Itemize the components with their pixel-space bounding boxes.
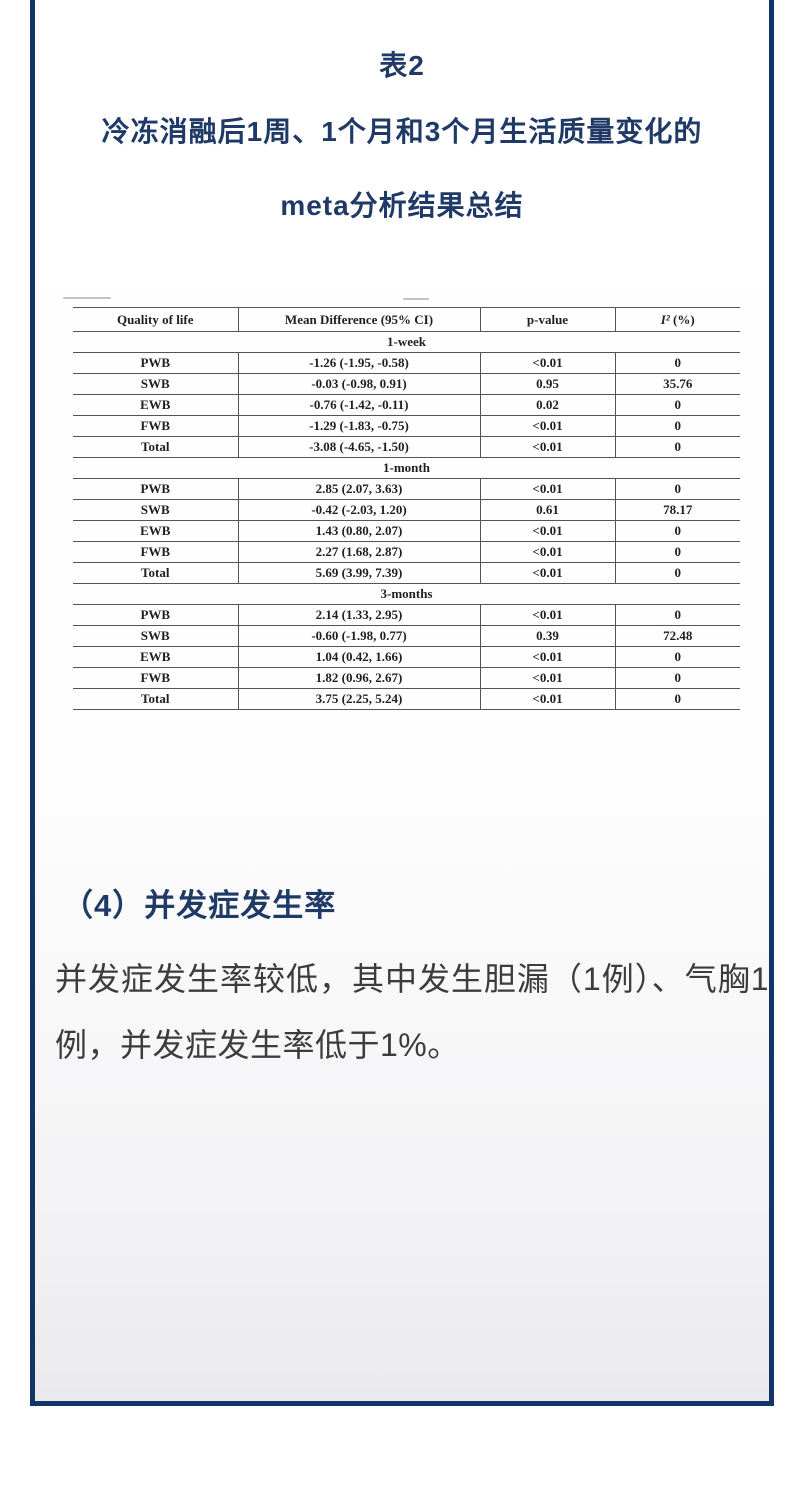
section4-paragraph: 并发症发生率较低，其中发生胆漏（1例）、气胸1例，并发症发生率低于1%。 [55, 961, 769, 1063]
table-cell: 0 [614, 394, 740, 416]
table-row: SWB -0.60 (-1.98, 0.77) 0.39 72.48 [73, 625, 740, 647]
table-cell: 0 [614, 436, 740, 458]
table-cell: 0.02 [479, 394, 615, 416]
table-cell: <0.01 [479, 688, 615, 710]
table-cell: FWB [73, 667, 238, 689]
table-row: SWB -0.03 (-0.98, 0.91) 0.95 35.76 [73, 373, 740, 395]
table-cell: 0.61 [479, 499, 615, 521]
table-cell: 0 [614, 478, 740, 500]
table-cell: <0.01 [479, 352, 615, 374]
table-row: SWB -0.42 (-2.03, 1.20) 0.61 78.17 [73, 499, 740, 521]
table-section-row: 1-month [73, 457, 740, 479]
table-cell: 2.27 (1.68, 2.87) [237, 541, 480, 563]
table-row: Total 3.75 (2.25, 5.24) <0.01 0 [73, 688, 740, 710]
table-cell: EWB [73, 520, 238, 542]
table2-caption-line2: 冷冻消融后1周、1个月和3个月生活质量变化的 [101, 116, 703, 147]
table-cell: 1.82 (0.96, 2.67) [237, 667, 480, 689]
table-cell: FWB [73, 415, 238, 437]
table-cell: PWB [73, 478, 238, 500]
section4-heading: （4）并发症发生率 [62, 888, 337, 923]
table-cell: 0 [614, 646, 740, 668]
table-row: EWB -0.76 (-1.42, -0.11) 0.02 0 [73, 394, 740, 416]
table-cell: PWB [73, 352, 238, 374]
table-cell: Total [73, 436, 238, 458]
table-cell: -1.29 (-1.83, -0.75) [237, 415, 480, 437]
table-cell: FWB [73, 541, 238, 563]
table-cell: Total [73, 688, 238, 710]
table-cell: 2.14 (1.33, 2.95) [237, 604, 480, 626]
table-cell: -0.03 (-0.98, 0.91) [237, 373, 480, 395]
table-cell: EWB [73, 646, 238, 668]
table-cell: -1.26 (-1.95, -0.58) [237, 352, 480, 374]
table-cell: 1.04 (0.42, 1.66) [237, 646, 480, 668]
table-row: Total 5.69 (3.99, 7.39) <0.01 0 [73, 562, 740, 584]
table-cell: 0 [614, 541, 740, 563]
table-row: EWB 1.43 (0.80, 2.07) <0.01 0 [73, 520, 740, 542]
table-cell: 78.17 [614, 499, 740, 521]
table-section-label: 1-month [73, 457, 740, 479]
table-column-header: I² (%) [614, 307, 740, 332]
table-section-label: 3-months [73, 583, 740, 605]
table-cell: Total [73, 562, 238, 584]
table-cell: -0.76 (-1.42, -0.11) [237, 394, 480, 416]
table-header-row: Quality of life Mean Difference (95% CI) p… [73, 307, 740, 332]
table-cell: <0.01 [479, 667, 615, 689]
table-cell: 0 [614, 520, 740, 542]
table-cell: 0.39 [479, 625, 615, 647]
table-cell: <0.01 [479, 646, 615, 668]
table-cell: <0.01 [479, 541, 615, 563]
table-row: PWB 2.85 (2.07, 3.63) <0.01 0 [73, 478, 740, 500]
table-cell: 5.69 (3.99, 7.39) [237, 562, 480, 584]
table-section-row: 3-months [73, 583, 740, 605]
table-cell: PWB [73, 604, 238, 626]
table-cell: <0.01 [479, 478, 615, 500]
table-row: FWB -1.29 (-1.83, -0.75) <0.01 0 [73, 415, 740, 437]
table-cell: <0.01 [479, 604, 615, 626]
meta-analysis-table-image: Quality of life Mean Difference (95% CI) p… [73, 307, 740, 710]
quality-of-life-table: Quality of life Mean Difference (95% CI) p… [73, 307, 740, 710]
table-cell: 0.95 [479, 373, 615, 395]
table-row: PWB -1.26 (-1.95, -0.58) <0.01 0 [73, 352, 740, 374]
table-cell: 0 [614, 667, 740, 689]
table-row: FWB 1.82 (0.96, 2.67) <0.01 0 [73, 667, 740, 689]
table-cell: 1.43 (0.80, 2.07) [237, 520, 480, 542]
table-column-header: p-value [479, 307, 615, 332]
table-row: EWB 1.04 (0.42, 1.66) <0.01 0 [73, 646, 740, 668]
table-cell: 72.48 [614, 625, 740, 647]
table-cell: 0 [614, 562, 740, 584]
table-cell: 0 [614, 688, 740, 710]
scan-artifact [63, 297, 111, 299]
table-cell: SWB [73, 499, 238, 521]
table-cell: -3.08 (-4.65, -1.50) [237, 436, 480, 458]
table-cell: 2.85 (2.07, 3.63) [237, 478, 480, 500]
table-section-label: 1-week [73, 331, 740, 353]
table-cell: SWB [73, 625, 238, 647]
table-cell: 3.75 (2.25, 5.24) [237, 688, 480, 710]
table-cell: EWB [73, 394, 238, 416]
article-card: 表2 冷冻消融后1周、1个月和3个月生活质量变化的 meta分析结果总结 Qua… [30, 0, 774, 1406]
table-cell: -0.60 (-1.98, 0.77) [237, 625, 480, 647]
table-row: PWB 2.14 (1.33, 2.95) <0.01 0 [73, 604, 740, 626]
table-section-row: 1-week [73, 331, 740, 353]
table2-caption-line1: 表2 [379, 50, 425, 81]
table-cell: 0 [614, 604, 740, 626]
scan-artifact [403, 298, 429, 300]
table-cell: 35.76 [614, 373, 740, 395]
table-cell: <0.01 [479, 520, 615, 542]
table-row: FWB 2.27 (1.68, 2.87) <0.01 0 [73, 541, 740, 563]
table-cell: SWB [73, 373, 238, 395]
table-column-header: Quality of life [73, 307, 238, 332]
table-column-header: Mean Difference (95% CI) [237, 307, 480, 332]
article-card-content: 表2 冷冻消融后1周、1个月和3个月生活质量变化的 meta分析结果总结 Qua… [35, 0, 769, 1401]
table-body: 1-week PWB -1.26 (-1.95, -0.58) <0.01 0 SWB -0… [73, 331, 740, 710]
table2-caption-line3: meta分析结果总结 [280, 190, 524, 221]
table-cell: <0.01 [479, 436, 615, 458]
table-row: Total -3.08 (-4.65, -1.50) <0.01 0 [73, 436, 740, 458]
table-cell: 0 [614, 352, 740, 374]
table-cell: <0.01 [479, 415, 615, 437]
table-cell: -0.42 (-2.03, 1.20) [237, 499, 480, 521]
table-cell: <0.01 [479, 562, 615, 584]
table-cell: 0 [614, 415, 740, 437]
